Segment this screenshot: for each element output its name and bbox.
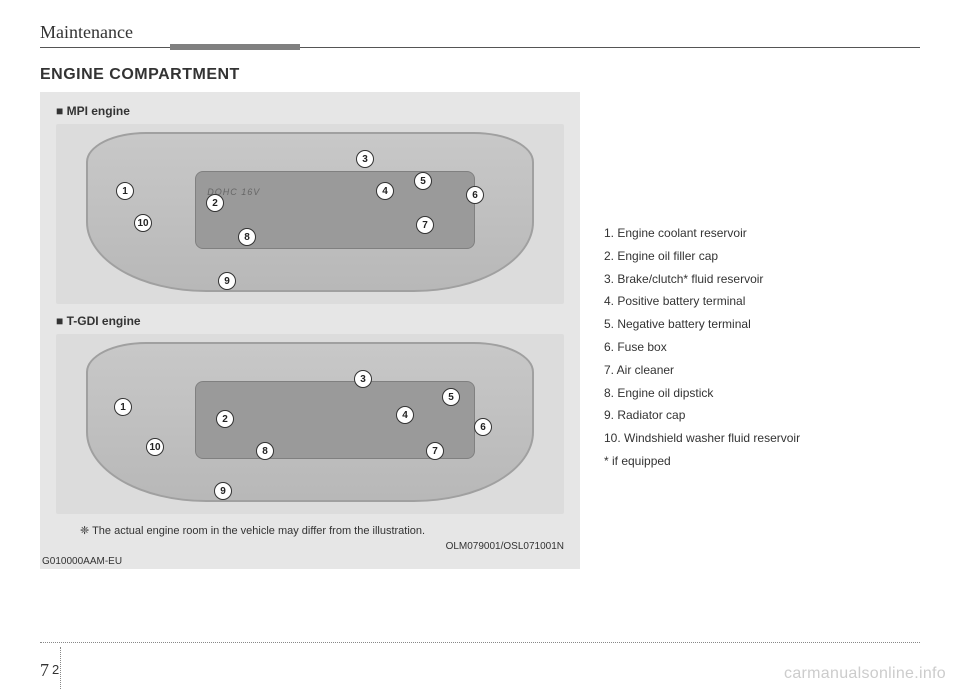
footer-dotted-line [40,642,920,643]
legend-item: 3. Brake/clutch* fluid reservoir [604,268,920,291]
legend-item: 2. Engine oil filler cap [604,245,920,268]
legend-item: 5. Negative battery terminal [604,313,920,336]
legend-item: 6. Fuse box [604,336,920,359]
legend-item: 9. Radiator cap [604,404,920,427]
page-in-chapter: 2 [52,662,59,677]
engine-illustration: DOHC 16V11028934567 [56,124,564,304]
callout-marker: 7 [426,442,444,460]
header-underline-bar [170,44,300,50]
callout-marker: 1 [116,182,134,200]
section-title: ENGINE COMPARTMENT [40,66,920,84]
callout-marker: 10 [134,214,152,232]
callout-marker: 5 [442,388,460,406]
callout-marker: 2 [216,410,234,428]
header-title: Maintenance [40,22,133,47]
figure-code-left: G010000AAM-EU [42,556,582,567]
legend-item: 4. Positive battery terminal [604,290,920,313]
figure-panel: ■ MPI engineDOHC 16V11028934567■ T-GDI e… [40,92,580,569]
legend-footnote: * if equipped [604,454,920,468]
callout-marker: 3 [354,370,372,388]
page-footer: 72 [40,660,59,681]
legend-item: 10. Windshield washer fluid reservoir [604,427,920,450]
callout-marker: 9 [214,482,232,500]
callout-marker: 6 [474,418,492,436]
callout-marker: 8 [238,228,256,246]
callout-marker: 4 [396,406,414,424]
footer-vertical-dotted-line [60,647,61,689]
figure-code-right: OLM079001/OSL071001N [56,541,564,552]
page-number: 72 [40,660,59,681]
callout-marker: 10 [146,438,164,456]
callout-marker: 5 [414,172,432,190]
chapter-number: 7 [40,660,49,680]
callout-marker: 3 [356,150,374,168]
legend-column: 1. Engine coolant reservoir2. Engine oil… [604,92,920,569]
watermark: carmanualsonline.info [784,665,946,683]
page-header: Maintenance [40,22,920,48]
engine-variant-label: ■ T-GDI engine [56,314,564,328]
callout-marker: 7 [416,216,434,234]
callout-marker: 4 [376,182,394,200]
content-row: ■ MPI engineDOHC 16V11028934567■ T-GDI e… [40,92,920,569]
legend-item: 8. Engine oil dipstick [604,382,920,405]
engine-variant-label: ■ MPI engine [56,104,564,118]
page: Maintenance ENGINE COMPARTMENT ■ MPI eng… [0,0,960,689]
engine-illustration: 1 10 2 8 9 3 4 56 7 [56,334,564,514]
callout-marker: 2 [206,194,224,212]
callout-marker: 6 [466,186,484,204]
callout-marker: 1 [114,398,132,416]
legend-item: 1. Engine coolant reservoir [604,222,920,245]
figure-note: ❈ The actual engine room in the vehicle … [80,524,564,537]
callout-marker: 8 [256,442,274,460]
legend-item: 7. Air cleaner [604,359,920,382]
callout-marker: 9 [218,272,236,290]
